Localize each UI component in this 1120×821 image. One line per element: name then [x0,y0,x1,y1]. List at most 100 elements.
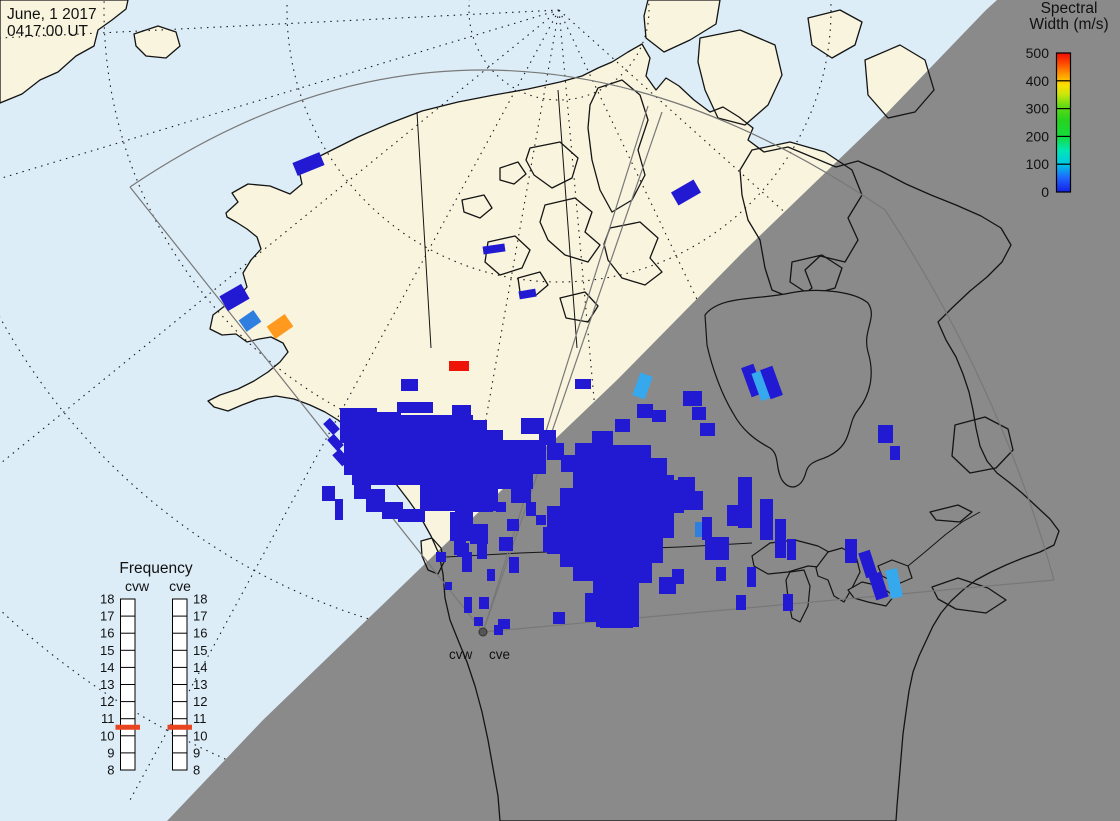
radar-cell [553,612,565,624]
radar-cell [449,361,469,371]
radar-cell [382,502,403,519]
radar-cell [736,595,746,610]
radar-cell [783,594,793,611]
frequency-marker [115,724,140,730]
hudson-bay [704,289,872,488]
colorbar-ticks: 500 400 300 200 100 0 [1026,45,1071,200]
radar-cell [716,567,726,581]
colorbar-legend: Spectral Width (m/s) 500 400 300 200 100 0 [1026,0,1109,200]
radar-cell [858,549,878,579]
colorbar-tick-label: 200 [1026,128,1050,144]
radar-cell [684,491,703,510]
radar-cell [760,365,783,400]
frequency-tick-label: 13 [193,677,207,692]
radar-cell [521,418,544,434]
radar-cell [462,552,472,572]
frequency-tick-label: 8 [107,763,114,778]
radar-cell [640,533,663,563]
radar-cell [484,430,503,453]
frequency-title: Frequency [119,560,192,577]
radar-cell [496,502,506,512]
radar-cell [292,152,325,176]
frequency-tick-label: 15 [100,643,114,658]
frequency-tick-label: 18 [100,592,114,607]
radar-cell [610,445,651,460]
frequency-tick-label: 14 [100,660,114,675]
radar-cell [670,179,702,206]
frequency-tick-label: 11 [101,711,115,726]
radar-cell [600,614,633,628]
radar-cell [575,379,591,389]
radar-cell [332,448,350,467]
frequency-tick-label: 10 [100,728,114,743]
radar-cell [397,402,433,413]
radar-cell [702,517,712,540]
radar-cell [868,571,889,601]
frequency-marker [167,724,192,730]
radar-cell [327,433,344,452]
colorbar-title-1: Spectral [1041,0,1098,17]
radar-cell [600,432,613,443]
radar-cell [561,455,578,472]
colorbar-tick-label: 400 [1026,73,1050,89]
frequency-col-cve: cve [169,578,191,594]
radar-cell [652,410,666,422]
radar-cell [632,372,653,400]
radar-cell [659,577,676,594]
radar-cell [845,539,857,563]
radar-cell [700,423,715,436]
radar-cell [526,502,536,516]
radar-cell [322,486,335,501]
radar-cell [560,488,579,567]
radar-cell [536,515,546,525]
colorbar-gradient-bar [1055,52,1072,193]
radar-cell [787,539,796,560]
radar-cell [775,519,786,558]
frequency-tick-label: 8 [193,763,200,778]
radar-cell [507,519,519,531]
radar-cell [547,443,564,460]
radar-cell [499,537,513,551]
radar-cell [498,619,510,629]
radar-cell [885,568,903,599]
radar-cell [637,404,653,418]
radar-cell [323,417,340,436]
radar-cell [738,477,752,528]
frequency-tick-label: 12 [193,694,207,709]
radar-cell [401,379,418,391]
frequency-legend: Frequency cvw cve 1817161514131211109818… [100,560,207,778]
colorbar-tick-label: 300 [1026,101,1050,117]
radar-cell [238,310,262,332]
radar-cell [593,465,626,594]
radar-cell [445,582,452,590]
colorbar-title-2: Width (m/s) [1029,16,1108,33]
radar-cell [615,419,630,432]
radar-site-dot [478,627,488,637]
radar-cell [692,407,706,420]
radar-cell [705,537,729,560]
radar-cell [543,527,555,552]
radar-cell [455,497,493,512]
radar-cell [470,420,487,443]
frequency-tick-label: 11 [193,711,207,726]
radar-cell [747,567,756,587]
radar-cell [335,499,343,520]
radar-cell [340,408,377,443]
frequency-tick-label: 17 [100,609,114,624]
radar-cell [482,243,506,255]
radar-cell [474,617,483,626]
date-text: June, 1 2017 [7,6,97,23]
radar-cell [266,314,294,339]
radar-cell [760,499,773,540]
radar-cell [454,527,466,555]
radar-label-cvw: cvw [449,647,473,662]
frequency-tick-label: 13 [100,677,114,692]
radar-cell [477,537,487,559]
radar-cell [539,430,556,445]
radar-label-cve: cve [489,647,510,662]
radar-cell [647,497,664,513]
time-text: 0417:00 UT [7,23,89,40]
radar-cell [494,625,503,635]
radar-cell [727,505,739,526]
frequency-tick-label: 9 [193,745,200,760]
